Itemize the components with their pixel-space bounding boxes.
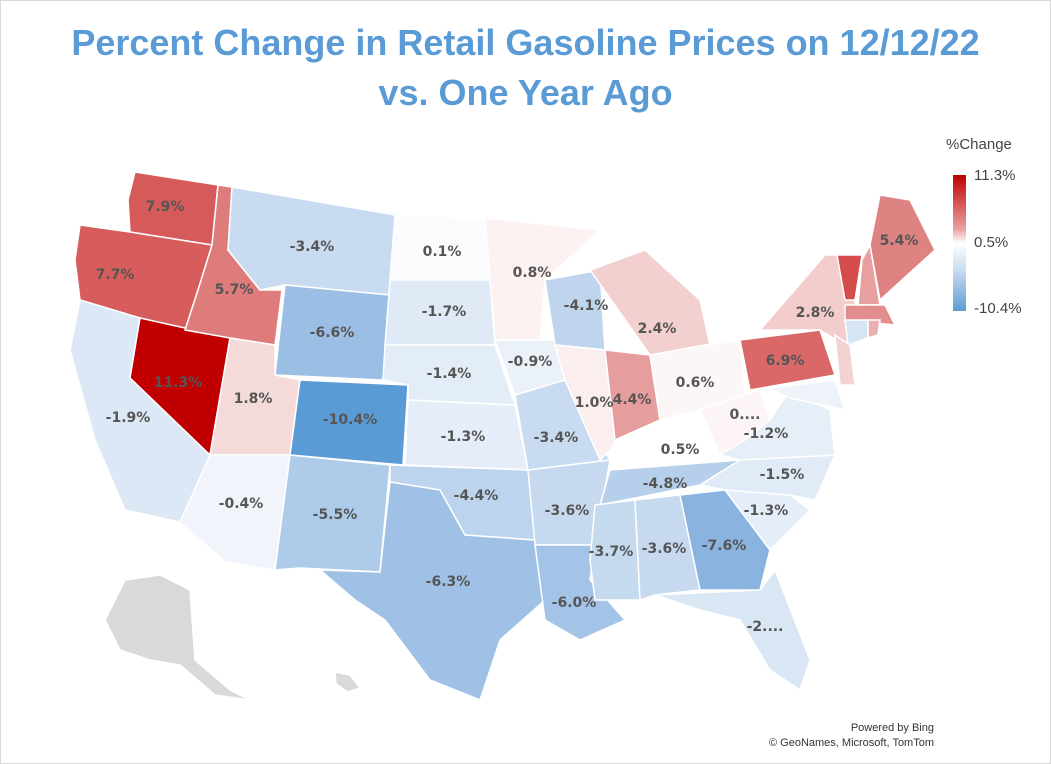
title-line-1: Percent Change in Retail Gasoline Prices…	[71, 22, 980, 63]
state-label-ca: -1.9%	[106, 410, 151, 426]
state-label-oh: 0.6%	[676, 375, 715, 391]
state-label-la: -6.0%	[552, 595, 597, 611]
state-label-sd: -1.7%	[422, 304, 467, 320]
state-ms	[589, 499, 641, 601]
state-label-nc: -1.5%	[760, 467, 805, 483]
state-md	[767, 379, 847, 412]
state-label-wa: 7.9%	[146, 199, 185, 215]
state-label-nd: 0.1%	[423, 244, 462, 260]
state-label-wi: -4.1%	[564, 298, 609, 314]
legend-mid: 0.5%	[974, 234, 1009, 251]
state-ri	[867, 319, 881, 340]
state-hi	[334, 671, 362, 693]
state-ak	[104, 574, 251, 701]
state-me	[869, 194, 936, 302]
state-al	[634, 494, 701, 602]
state-label-ne: -1.4%	[427, 366, 472, 382]
state-label-mn: 0.8%	[513, 265, 552, 281]
state-il	[553, 344, 621, 462]
state-label-ar: -3.6%	[545, 503, 590, 519]
state-label-ga: -7.6%	[702, 538, 747, 554]
state-nj	[834, 333, 856, 386]
state-label-ok: -4.4%	[454, 488, 499, 504]
state-label-ia: -0.9%	[508, 354, 553, 370]
state-label-co: -10.4%	[323, 412, 377, 428]
credit-bing: Powered by Bing	[850, 722, 934, 734]
state-label-al: -3.6%	[642, 541, 687, 557]
state-label-mt: -3.4%	[290, 239, 335, 255]
state-label-fl: -2....	[747, 619, 784, 635]
state-label-sc: -1.3%	[744, 503, 789, 519]
state-pa	[739, 329, 836, 391]
state-label-in: 4.4%	[613, 392, 652, 408]
state-label-ut: 1.8%	[234, 391, 273, 407]
state-label-nm: -5.5%	[313, 507, 358, 523]
state-ga	[679, 489, 771, 591]
state-vt	[836, 254, 863, 301]
title-line-2: vs. One Year Ago	[378, 72, 673, 113]
state-label-tn: -4.8%	[643, 476, 688, 492]
state-label-ks: -1.3%	[441, 429, 486, 445]
state-label-wv: 0....	[729, 407, 760, 423]
state-label-il: 1.0%	[575, 395, 614, 411]
state-label-me: 5.4%	[880, 233, 919, 249]
state-label-wy: -6.6%	[310, 325, 355, 341]
state-tx	[317, 481, 546, 701]
state-label-ny: 2.8%	[796, 305, 835, 321]
state-label-mo: -3.4%	[534, 430, 579, 446]
state-label-mi: 2.4%	[638, 321, 677, 337]
credit-sources: © GeoNames, Microsoft, TomTom	[769, 737, 934, 749]
state-label-va: -1.2%	[744, 426, 789, 442]
legend-max: 11.3%	[974, 167, 1016, 184]
legend-color-scale	[953, 175, 966, 311]
state-label-tx: -6.3%	[426, 574, 471, 590]
state-label-az: -0.4%	[219, 496, 264, 512]
state-label-pa: 6.9%	[766, 353, 805, 369]
state-label-ms: -3.7%	[589, 544, 634, 560]
state-mi	[588, 249, 711, 356]
legend-title: %Change	[946, 136, 1012, 153]
chart-title: Percent Change in Retail Gasoline Prices…	[0, 18, 1051, 118]
legend-min: -10.4%	[974, 300, 1022, 317]
state-label-or: 7.7%	[96, 267, 135, 283]
state-label-id: 5.7%	[215, 282, 254, 298]
state-ct	[844, 319, 869, 347]
state-label-nv: 11.3%	[154, 375, 203, 391]
state-label-ky: 0.5%	[661, 442, 700, 458]
state-fl	[654, 568, 811, 692]
